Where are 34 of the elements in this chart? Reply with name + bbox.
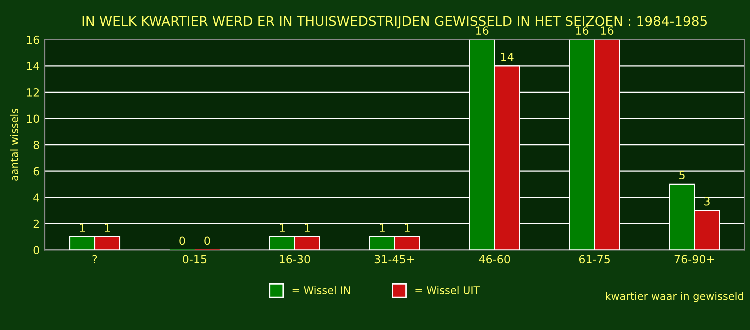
data-label: 1 bbox=[305, 224, 310, 232]
y-tick-label: 16 bbox=[27, 36, 40, 44]
data-label: 16 bbox=[576, 26, 589, 35]
data-label: 1 bbox=[380, 224, 385, 232]
y-tick-label: 14 bbox=[27, 62, 40, 70]
x-tick-label: 31-45+ bbox=[374, 255, 414, 264]
x-tick-label: ? bbox=[92, 255, 98, 264]
x-tick-label: 0-15 bbox=[183, 255, 207, 264]
y-tick-label: 12 bbox=[27, 88, 40, 97]
x-tick-label: 76-90+ bbox=[674, 255, 714, 264]
data-label: 0 bbox=[180, 236, 186, 246]
legend-label: = Wissel IN bbox=[292, 286, 350, 294]
data-label: 1 bbox=[280, 224, 285, 232]
data-label: 14 bbox=[501, 53, 514, 62]
y-tick-label: 4 bbox=[34, 194, 40, 202]
x-axis-title: kwartier waar in gewisseld bbox=[606, 292, 744, 302]
data-label: 16 bbox=[476, 26, 489, 35]
data-label: 0 bbox=[204, 236, 210, 246]
data-label: 1 bbox=[405, 224, 410, 232]
x-tick-label: 16-30 bbox=[280, 255, 310, 264]
y-tick-label: 8 bbox=[34, 141, 40, 150]
x-tick-label: 46-60 bbox=[479, 255, 510, 264]
x-tick-label: 61-75 bbox=[579, 255, 610, 264]
data-label: 1 bbox=[80, 224, 85, 232]
y-tick-label: 0 bbox=[34, 246, 40, 255]
data-label: 1 bbox=[105, 224, 110, 232]
data-label: 5 bbox=[680, 171, 685, 180]
data-label: 3 bbox=[704, 197, 710, 206]
legend-label: = Wissel UIT bbox=[416, 286, 480, 294]
y-tick-label: 6 bbox=[34, 167, 40, 176]
y-tick-label: 2 bbox=[34, 220, 40, 228]
data-label: 16 bbox=[601, 26, 614, 35]
y-tick-label: 10 bbox=[27, 114, 40, 124]
y-axis-title: aantal wissels bbox=[10, 109, 18, 181]
